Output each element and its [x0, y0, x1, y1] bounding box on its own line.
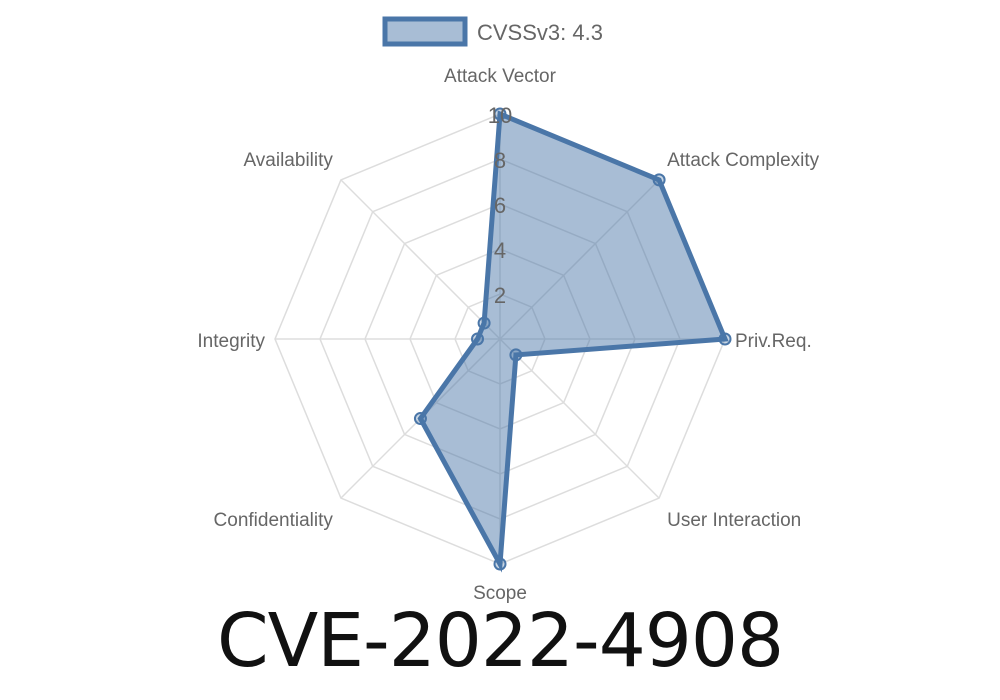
axis-label: Attack Complexity: [667, 150, 820, 171]
axis-label: Availability: [243, 150, 333, 171]
data-point: [493, 107, 507, 121]
page-title: CVE-2022-4908: [216, 598, 784, 684]
axis-label: Priv.Req.: [735, 331, 812, 352]
grid-spoke: [499, 338, 660, 499]
data-point: [413, 412, 427, 426]
tick-label: 10: [488, 103, 512, 128]
axis-label: Scope: [473, 583, 527, 604]
data-point: [477, 316, 491, 330]
data-point: [509, 348, 523, 362]
axis-label: User Interaction: [667, 510, 801, 531]
data-point: [652, 173, 666, 187]
axis-label: Integrity: [197, 331, 265, 352]
tick-label: 2: [494, 283, 506, 308]
data-point: [718, 332, 732, 346]
axis-label: Confidentiality: [214, 510, 334, 531]
tick-label: 8: [494, 148, 506, 173]
data-point: [471, 332, 484, 346]
axis-label: Attack Vector: [444, 66, 557, 87]
data-point: [493, 557, 507, 571]
legend-swatch: [382, 16, 468, 47]
grid-spoke: [499, 179, 660, 340]
grid-spoke: [340, 179, 501, 340]
legend-label: CVSSv3: 4.3: [477, 20, 603, 45]
tick-label: 6: [494, 193, 506, 218]
tick-label: 4: [494, 238, 506, 263]
